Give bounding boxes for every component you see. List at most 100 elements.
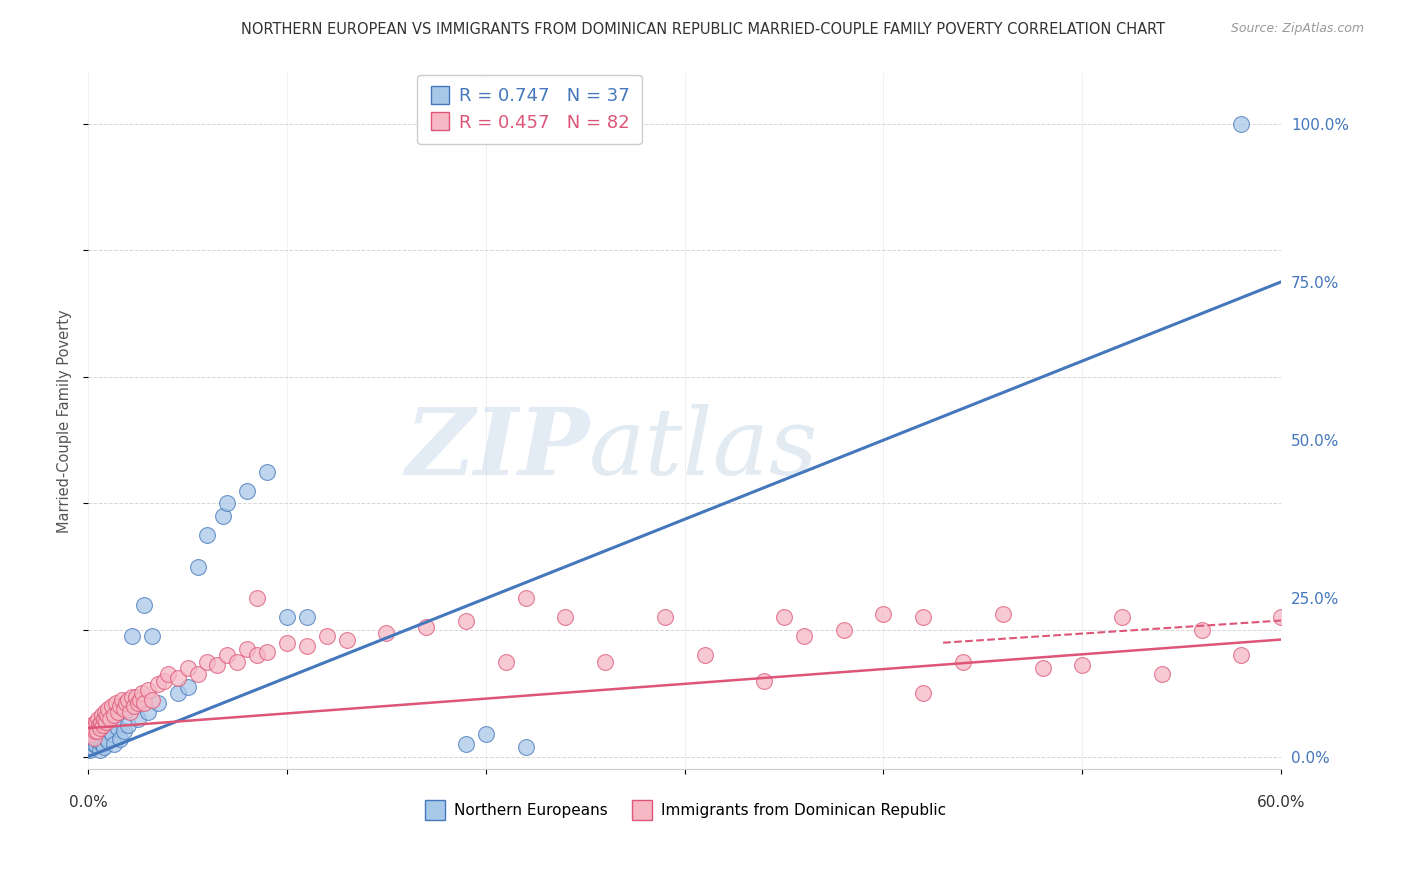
Point — [1230, 648, 1253, 663]
Point — [295, 610, 318, 624]
Point — [693, 648, 716, 663]
Point — [912, 610, 935, 624]
Point — [152, 673, 174, 688]
Point — [118, 706, 141, 720]
Point — [276, 636, 298, 650]
Point — [1111, 610, 1133, 624]
Point — [773, 610, 796, 624]
Point — [141, 629, 163, 643]
Point — [91, 718, 114, 732]
Point — [96, 708, 118, 723]
Point — [97, 734, 120, 748]
Point — [101, 727, 124, 741]
Point — [79, 724, 101, 739]
Point — [276, 610, 298, 624]
Point — [98, 712, 121, 726]
Point — [236, 642, 259, 657]
Point — [752, 673, 775, 688]
Point — [104, 696, 127, 710]
Point — [82, 740, 104, 755]
Point — [136, 683, 159, 698]
Point — [87, 718, 110, 732]
Point — [103, 708, 125, 723]
Point — [146, 677, 169, 691]
Point — [952, 655, 974, 669]
Point — [97, 702, 120, 716]
Point — [872, 607, 894, 622]
Point — [515, 591, 537, 606]
Point — [101, 698, 124, 713]
Point — [186, 667, 208, 681]
Legend: Northern Europeans, Immigrants from Dominican Republic: Northern Europeans, Immigrants from Domi… — [418, 797, 952, 824]
Point — [90, 714, 112, 729]
Point — [256, 465, 278, 479]
Point — [495, 655, 517, 669]
Point — [1031, 661, 1053, 675]
Point — [1150, 667, 1173, 681]
Point — [94, 714, 117, 729]
Point — [207, 657, 229, 672]
Point — [1270, 610, 1292, 624]
Point — [108, 731, 131, 746]
Point — [107, 706, 129, 720]
Point — [127, 712, 149, 726]
Point — [593, 655, 616, 669]
Point — [136, 706, 159, 720]
Point — [176, 680, 198, 694]
Text: Source: ZipAtlas.com: Source: ZipAtlas.com — [1230, 22, 1364, 36]
Point — [156, 667, 179, 681]
Text: 0.0%: 0.0% — [69, 795, 107, 810]
Text: NORTHERN EUROPEAN VS IMMIGRANTS FROM DOMINICAN REPUBLIC MARRIED-COUPLE FAMILY PO: NORTHERN EUROPEAN VS IMMIGRANTS FROM DOM… — [240, 22, 1166, 37]
Point — [91, 737, 114, 751]
Point — [86, 724, 108, 739]
Point — [127, 696, 149, 710]
Point — [454, 737, 477, 751]
Point — [79, 743, 101, 757]
Point — [125, 690, 148, 704]
Point — [554, 610, 576, 624]
Point — [121, 690, 143, 704]
Point — [146, 696, 169, 710]
Point — [82, 718, 104, 732]
Point — [94, 731, 117, 745]
Point — [236, 483, 259, 498]
Point — [84, 738, 107, 752]
Point — [793, 629, 815, 643]
Point — [108, 698, 131, 713]
Point — [654, 610, 676, 624]
Point — [91, 708, 114, 723]
Point — [315, 629, 337, 643]
Point — [83, 731, 105, 745]
Point — [93, 740, 115, 755]
Point — [166, 686, 188, 700]
Point — [131, 686, 153, 700]
Point — [94, 706, 117, 720]
Point — [246, 591, 269, 606]
Point — [84, 724, 107, 739]
Point — [141, 692, 163, 706]
Point — [197, 655, 219, 669]
Text: atlas: atlas — [589, 404, 818, 494]
Point — [832, 623, 855, 637]
Point — [226, 655, 249, 669]
Point — [98, 724, 121, 739]
Point — [117, 718, 139, 732]
Point — [87, 734, 110, 748]
Point — [375, 626, 398, 640]
Point — [1230, 117, 1253, 131]
Text: ZIP: ZIP — [405, 404, 589, 494]
Text: 60.0%: 60.0% — [1257, 795, 1305, 810]
Point — [475, 727, 498, 741]
Point — [912, 686, 935, 700]
Point — [115, 696, 138, 710]
Point — [128, 692, 150, 706]
Point — [1071, 657, 1094, 672]
Point — [87, 712, 110, 726]
Point — [217, 648, 239, 663]
Point — [166, 671, 188, 685]
Point — [336, 632, 359, 647]
Point — [295, 639, 318, 653]
Point — [103, 737, 125, 751]
Point — [112, 724, 135, 739]
Point — [89, 743, 111, 757]
